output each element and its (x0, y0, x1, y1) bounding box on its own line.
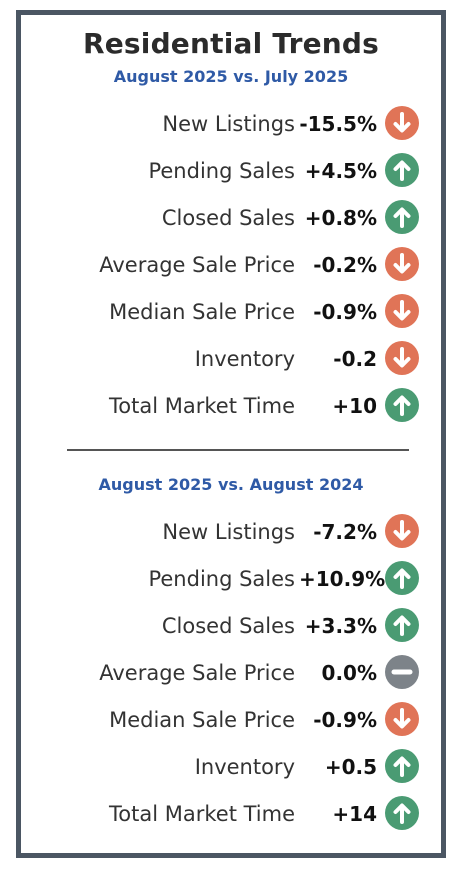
metric-label: Total Market Time (109, 802, 295, 826)
metric-value: +10.9% (299, 567, 386, 591)
metric-value: +10 (332, 394, 377, 418)
metric-label: New Listings (162, 112, 295, 136)
metric-value: +14 (332, 802, 377, 826)
arrow-up-icon (385, 796, 419, 830)
arrow-up-icon (385, 200, 419, 234)
metric-row-total-market-time: Total Market Time +14 (21, 791, 441, 838)
metric-value: +0.8% (304, 206, 377, 230)
section-divider (67, 449, 409, 451)
metric-value: -0.2 (333, 347, 377, 371)
arrow-down-icon (385, 294, 419, 328)
section-2-rows: New Listings -7.2% Pending Sales +10.9% Clos… (21, 509, 441, 838)
page-title: Residential Trends (82, 27, 380, 60)
metric-value: +3.3% (304, 614, 377, 638)
arrow-down-icon (385, 106, 419, 140)
metric-row-pending-sales: Pending Sales +10.9% (21, 556, 441, 603)
metric-row-closed-sales: Closed Sales +0.8% (21, 195, 441, 242)
metric-row-new-listings: New Listings -7.2% (21, 509, 441, 556)
metric-value: -0.2% (313, 253, 377, 277)
metric-value: -15.5% (299, 112, 377, 136)
metric-value: 0.0% (321, 661, 377, 685)
metric-label: New Listings (162, 520, 295, 544)
section-1-subtitle: August 2025 vs. July 2025 (113, 67, 349, 86)
metric-row-average-sale-price: Average Sale Price 0.0% (21, 650, 441, 697)
metric-row-closed-sales: Closed Sales +3.3% (21, 603, 441, 650)
arrow-down-icon (385, 514, 419, 548)
metric-row-inventory: Inventory -0.2 (21, 336, 441, 383)
metric-row-average-sale-price: Average Sale Price -0.2% (21, 242, 441, 289)
metric-row-median-sale-price: Median Sale Price -0.9% (21, 697, 441, 744)
arrow-down-icon (385, 702, 419, 736)
arrow-up-icon (385, 153, 419, 187)
arrow-up-icon (385, 388, 419, 422)
arrow-down-icon (385, 341, 419, 375)
metric-row-median-sale-price: Median Sale Price -0.9% (21, 289, 441, 336)
metric-value: +4.5% (304, 159, 377, 183)
metric-label: Inventory (194, 755, 295, 779)
arrow-up-icon (385, 608, 419, 642)
metric-row-inventory: Inventory +0.5 (21, 744, 441, 791)
metric-row-pending-sales: Pending Sales +4.5% (21, 148, 441, 195)
metric-label: Closed Sales (161, 206, 295, 230)
arrow-down-icon (385, 247, 419, 281)
section-1-rows: New Listings -15.5% Pending Sales +4.5% Clos… (21, 101, 441, 430)
arrow-up-icon (385, 561, 419, 595)
metric-row-new-listings: New Listings -15.5% (21, 101, 441, 148)
metric-value: +0.5 (324, 755, 377, 779)
arrow-up-icon (385, 749, 419, 783)
metric-label: Total Market Time (109, 394, 295, 418)
section-2-subtitle: August 2025 vs. August 2024 (98, 475, 364, 494)
metric-value: -7.2% (313, 520, 377, 544)
metric-label: Average Sale Price (99, 253, 295, 277)
metric-value: -0.9% (313, 708, 377, 732)
metric-label: Median Sale Price (109, 708, 295, 732)
metric-label: Pending Sales (148, 567, 295, 591)
metric-label: Median Sale Price (109, 300, 295, 324)
metric-label: Pending Sales (148, 159, 295, 183)
metric-label: Inventory (194, 347, 295, 371)
minus-icon (385, 655, 419, 689)
metric-row-total-market-time: Total Market Time +10 (21, 383, 441, 430)
metric-label: Average Sale Price (99, 661, 295, 685)
residential-trends-panel: Residential Trends August 2025 vs. July … (16, 10, 446, 858)
metric-value: -0.9% (313, 300, 377, 324)
metric-label: Closed Sales (161, 614, 295, 638)
